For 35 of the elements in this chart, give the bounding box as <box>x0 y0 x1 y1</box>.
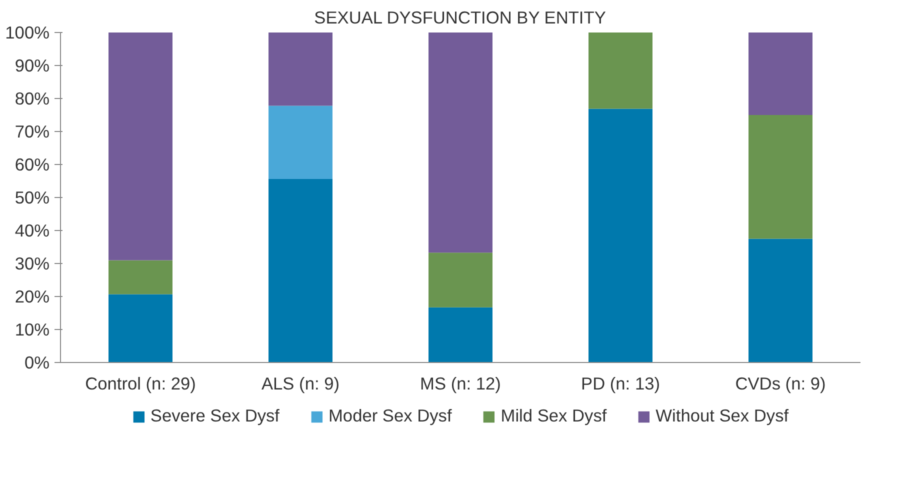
y-tick-label: 80% <box>14 88 50 108</box>
chart-title: SEXUAL DYSFUNCTION BY ENTITY <box>314 8 606 28</box>
bar <box>588 108 652 362</box>
bar <box>108 260 172 294</box>
bar <box>428 252 492 308</box>
y-tick-label: 50% <box>14 188 50 208</box>
y-tick-label: 70% <box>14 122 50 142</box>
bar <box>108 32 172 260</box>
y-tick-label: 30% <box>14 254 50 274</box>
y-tick-label: 100% <box>5 22 50 42</box>
bar <box>428 32 492 253</box>
y-tick-label: 60% <box>14 154 50 174</box>
bar <box>268 179 332 362</box>
y-tick-label: 40% <box>14 220 50 240</box>
y-tick-label: 10% <box>14 320 50 340</box>
x-tick-label: PD (n: 13) <box>581 374 660 394</box>
bar <box>428 307 492 362</box>
bar <box>268 32 332 106</box>
x-tick-label: ALS (n: 9) <box>261 374 340 394</box>
bar <box>108 294 172 362</box>
x-tick-label: Control (n: 29) <box>85 374 196 394</box>
legend-label: Without Sex Dysf <box>656 406 789 426</box>
x-tick-label: CVDs (n: 9) <box>735 374 826 394</box>
bar <box>588 32 652 109</box>
x-tick-label: MS (n: 12) <box>420 374 501 394</box>
bar <box>268 106 332 180</box>
y-tick-label: 20% <box>14 286 50 306</box>
bar <box>748 32 812 115</box>
y-tick-label: 0% <box>24 352 50 372</box>
legend-label: Mild Sex Dysf <box>500 406 607 426</box>
legend-label: Severe Sex Dysf <box>150 406 280 426</box>
legend-label: Moder Sex Dysf <box>328 406 452 426</box>
bar <box>748 238 812 362</box>
bar <box>748 115 812 239</box>
y-tick-label: 90% <box>14 56 50 76</box>
